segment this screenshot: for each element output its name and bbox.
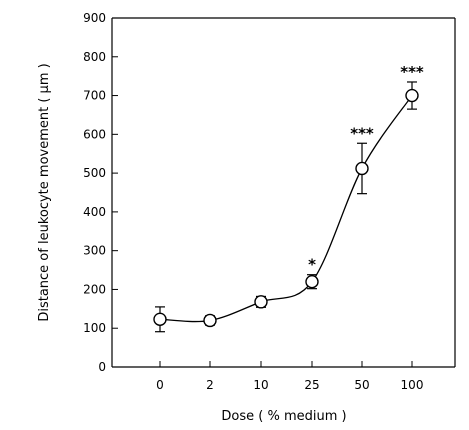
significance-marker: *** <box>400 63 424 81</box>
y-tick-label: 900 <box>83 11 106 25</box>
y-tick-label: 400 <box>83 205 106 219</box>
x-tick-label: 100 <box>401 378 424 392</box>
fitted-curve <box>159 95 413 323</box>
y-tick-label: 600 <box>83 127 106 141</box>
axes <box>111 17 456 368</box>
data-point <box>355 161 369 176</box>
y-tick-label: 200 <box>83 282 106 296</box>
y-tick-label: 500 <box>83 166 106 180</box>
x-tick-label: 25 <box>304 378 319 392</box>
y-tick-label: 100 <box>83 321 106 335</box>
data-point <box>203 313 217 328</box>
y-tick-label: 0 <box>98 360 106 374</box>
y-ticks: 0 100 200 300 400 500 600 700 800 900 <box>83 11 118 374</box>
data-point <box>305 274 319 289</box>
y-tick-label: 700 <box>83 89 106 103</box>
x-ticks: 0 2 10 25 50 100 <box>156 361 423 392</box>
x-tick-label: 2 <box>206 378 214 392</box>
significance-marker: * <box>308 256 316 274</box>
y-tick-label: 300 <box>83 244 106 258</box>
significance-marker: *** <box>350 124 374 142</box>
data-point <box>405 88 419 103</box>
x-tick-label: 50 <box>354 378 369 392</box>
data-points: ******* <box>153 63 424 333</box>
x-axis-title: Dose ( % medium ) <box>221 409 346 424</box>
y-tick-label: 800 <box>83 50 106 64</box>
data-point <box>153 312 167 327</box>
data-point <box>254 295 268 309</box>
x-tick-label: 10 <box>253 378 268 392</box>
x-tick-label: 0 <box>156 378 164 392</box>
y-axis-title: Distance of leukocyte movement ( μm ) <box>37 63 52 321</box>
